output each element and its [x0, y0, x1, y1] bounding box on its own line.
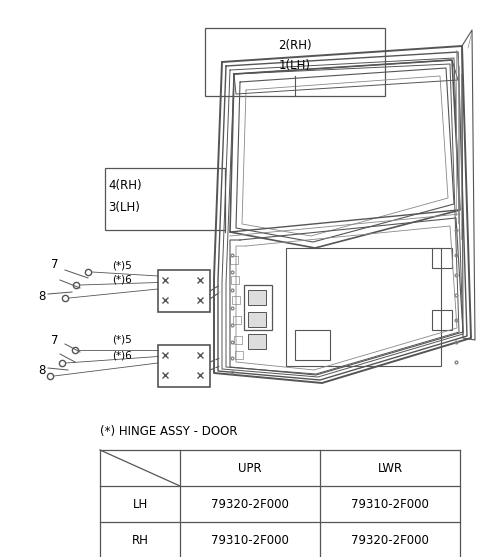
Bar — [248, 290, 266, 305]
Bar — [244, 285, 272, 330]
Text: 3(LH): 3(LH) — [108, 202, 140, 214]
Text: (*)5: (*)5 — [112, 260, 132, 270]
Text: 7: 7 — [51, 334, 59, 346]
Bar — [158, 345, 210, 387]
Text: LWR: LWR — [377, 462, 403, 475]
Text: UPR: UPR — [238, 462, 262, 475]
Bar — [232, 296, 240, 304]
Bar — [158, 270, 210, 312]
Text: 79310-2F000: 79310-2F000 — [211, 534, 289, 546]
Bar — [105, 168, 225, 230]
Text: 2(RH): 2(RH) — [278, 40, 312, 52]
Bar — [205, 28, 385, 96]
Text: 1(LH): 1(LH) — [279, 60, 311, 72]
Text: 8: 8 — [38, 364, 46, 377]
Text: 8: 8 — [38, 290, 46, 302]
Bar — [286, 248, 441, 366]
Bar — [432, 248, 452, 268]
Text: 79310-2F000: 79310-2F000 — [351, 497, 429, 511]
Text: 79320-2F000: 79320-2F000 — [211, 497, 289, 511]
Text: 79320-2F000: 79320-2F000 — [351, 534, 429, 546]
Text: (*)6: (*)6 — [112, 350, 132, 360]
Bar — [235, 351, 243, 359]
Bar — [248, 312, 266, 327]
Text: (*)5: (*)5 — [112, 335, 132, 345]
Text: RH: RH — [132, 534, 148, 546]
Text: LH: LH — [132, 497, 148, 511]
Bar — [231, 276, 239, 284]
Bar — [233, 316, 241, 324]
Bar — [248, 334, 266, 349]
Bar — [234, 336, 242, 344]
Bar — [230, 256, 238, 264]
Text: (*)6: (*)6 — [112, 275, 132, 285]
Text: (*) HINGE ASSY - DOOR: (*) HINGE ASSY - DOOR — [100, 425, 238, 438]
Text: 7: 7 — [51, 258, 59, 271]
Bar — [432, 310, 452, 330]
Text: 4(RH): 4(RH) — [108, 179, 142, 193]
Bar — [295, 330, 330, 360]
